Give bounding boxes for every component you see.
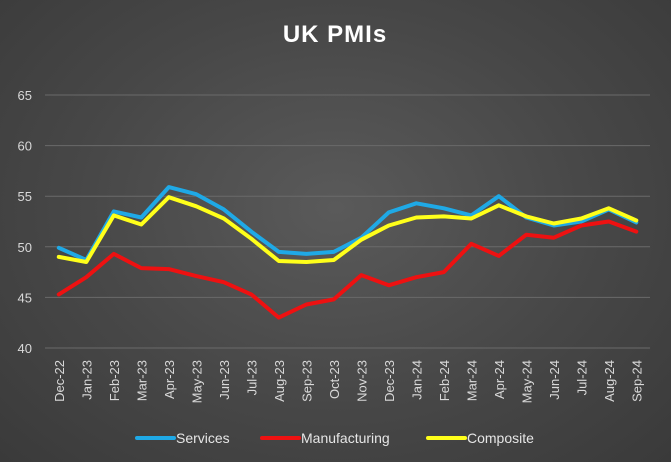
- chart-title: UK PMIs: [283, 21, 387, 48]
- x-tick-label: Feb-23: [107, 360, 122, 401]
- x-tick-label: Jan-23: [79, 360, 94, 400]
- x-tick-label: Feb-24: [437, 360, 452, 401]
- x-tick-label: Dec-23: [382, 360, 397, 402]
- x-tick-label: Apr-24: [492, 360, 507, 399]
- x-tick-label: Aug-23: [272, 360, 287, 402]
- legend-label-services: Services: [176, 430, 230, 446]
- legend: Services Manufacturing Composite: [135, 430, 534, 446]
- x-axis-ticks: Dec-22 Jan-23 Feb-23 Mar-23 Apr-23 May-23 Jun-…: [52, 360, 645, 403]
- y-tick-label: 60: [18, 139, 32, 154]
- y-tick-label: 40: [18, 341, 32, 356]
- x-tick-label: Sep-23: [299, 360, 314, 402]
- x-tick-label: Apr-23: [162, 360, 177, 399]
- legend-label-manufacturing: Manufacturing: [301, 430, 390, 446]
- x-tick-label: Mar-24: [464, 360, 479, 401]
- x-tick-label: Mar-23: [134, 360, 149, 401]
- series-line-manufacturing: [56, 219, 639, 320]
- x-tick-label: Jan-24: [409, 360, 424, 400]
- x-tick-label: Jul-24: [574, 360, 589, 395]
- x-tick-label: Jun-23: [217, 360, 232, 400]
- x-tick-label: Oct-23: [327, 360, 342, 399]
- legend-label-composite: Composite: [467, 430, 534, 446]
- x-tick-label: Jul-23: [244, 360, 259, 395]
- x-tick-label: May-23: [189, 360, 204, 403]
- y-tick-label: 55: [18, 189, 32, 204]
- x-tick-label: Jun-24: [547, 360, 562, 400]
- y-tick-label: 45: [18, 290, 32, 305]
- x-tick-label: Dec-22: [52, 360, 67, 402]
- series-lines: [56, 185, 639, 320]
- y-axis-ticks: 40 45 50 55 60 65: [18, 88, 32, 356]
- x-tick-label: Nov-23: [354, 360, 369, 402]
- series-line-composite: [56, 195, 639, 264]
- x-tick-label: Aug-24: [602, 360, 617, 402]
- x-tick-label: Sep-24: [629, 360, 644, 402]
- x-tick-label: May-24: [519, 360, 534, 403]
- y-tick-label: 50: [18, 240, 32, 255]
- y-tick-label: 65: [18, 88, 32, 103]
